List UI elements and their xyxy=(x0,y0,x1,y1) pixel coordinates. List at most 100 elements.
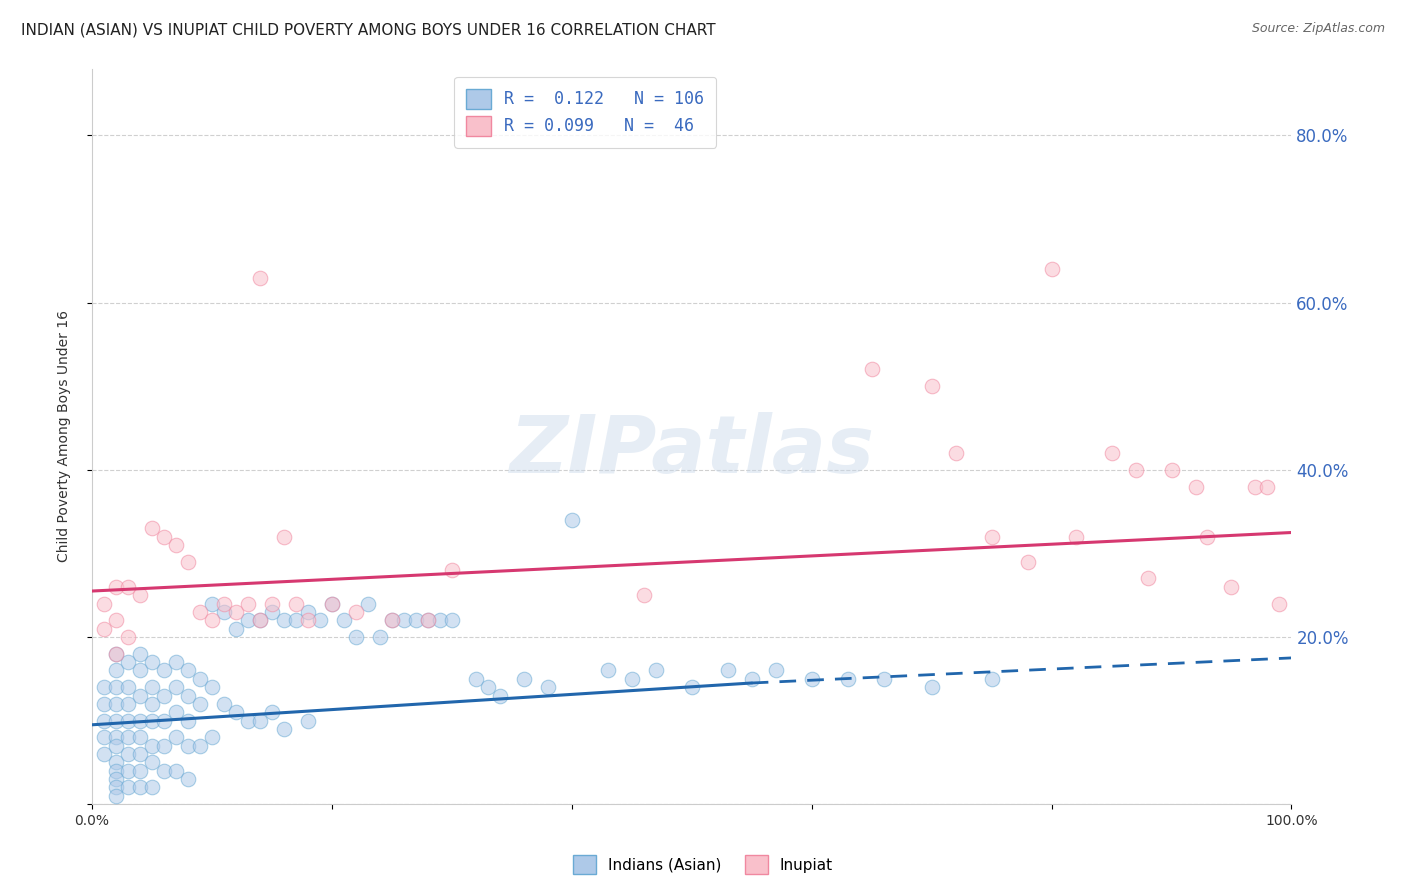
Point xyxy=(93,714,115,728)
Point xyxy=(1125,463,1147,477)
Point xyxy=(129,764,152,778)
Point xyxy=(201,680,224,694)
Point xyxy=(225,622,247,636)
Point xyxy=(309,613,332,627)
Point xyxy=(117,680,139,694)
Point xyxy=(1256,479,1278,493)
Point xyxy=(105,697,128,711)
Point xyxy=(212,597,235,611)
Point xyxy=(1244,479,1267,493)
Point xyxy=(201,613,224,627)
Point xyxy=(321,597,343,611)
Point xyxy=(837,672,859,686)
Point xyxy=(333,613,356,627)
Point xyxy=(284,597,307,611)
Legend: Indians (Asian), Inupiat: Indians (Asian), Inupiat xyxy=(567,849,839,880)
Point xyxy=(141,655,163,669)
Point xyxy=(117,580,139,594)
Point xyxy=(1184,479,1206,493)
Point xyxy=(225,605,247,619)
Point xyxy=(141,714,163,728)
Point xyxy=(117,630,139,644)
Point xyxy=(440,613,463,627)
Point xyxy=(741,672,763,686)
Point xyxy=(921,680,943,694)
Point xyxy=(153,664,176,678)
Point xyxy=(357,597,380,611)
Point xyxy=(201,597,224,611)
Point xyxy=(141,697,163,711)
Text: INDIAN (ASIAN) VS INUPIAT CHILD POVERTY AMONG BOYS UNDER 16 CORRELATION CHART: INDIAN (ASIAN) VS INUPIAT CHILD POVERTY … xyxy=(21,22,716,37)
Point xyxy=(105,772,128,786)
Point xyxy=(201,731,224,745)
Point xyxy=(249,714,271,728)
Point xyxy=(165,538,187,552)
Point xyxy=(1136,572,1159,586)
Point xyxy=(1064,530,1087,544)
Point xyxy=(188,739,211,753)
Point xyxy=(188,605,211,619)
Point xyxy=(249,613,271,627)
Point xyxy=(392,613,415,627)
Point xyxy=(620,672,643,686)
Point xyxy=(260,597,283,611)
Point xyxy=(488,689,510,703)
Point xyxy=(105,647,128,661)
Point xyxy=(1017,555,1039,569)
Point xyxy=(477,680,499,694)
Point xyxy=(381,613,404,627)
Point xyxy=(464,672,486,686)
Point xyxy=(644,664,666,678)
Point xyxy=(93,622,115,636)
Point xyxy=(273,613,295,627)
Point xyxy=(153,689,176,703)
Point xyxy=(165,731,187,745)
Point xyxy=(416,613,439,627)
Point xyxy=(117,764,139,778)
Point xyxy=(105,739,128,753)
Point xyxy=(129,664,152,678)
Point xyxy=(344,630,367,644)
Point xyxy=(141,756,163,770)
Point xyxy=(129,689,152,703)
Point xyxy=(344,605,367,619)
Point xyxy=(860,362,883,376)
Point xyxy=(225,705,247,719)
Point xyxy=(105,789,128,803)
Point xyxy=(177,664,200,678)
Point xyxy=(105,580,128,594)
Point xyxy=(105,714,128,728)
Point xyxy=(117,731,139,745)
Point xyxy=(165,705,187,719)
Point xyxy=(980,672,1002,686)
Point xyxy=(177,555,200,569)
Point xyxy=(177,739,200,753)
Point xyxy=(381,613,404,627)
Point xyxy=(416,613,439,627)
Point xyxy=(129,780,152,795)
Point xyxy=(212,697,235,711)
Legend: R =  0.122   N = 106, R = 0.099   N =  46: R = 0.122 N = 106, R = 0.099 N = 46 xyxy=(454,77,716,147)
Point xyxy=(105,764,128,778)
Point xyxy=(129,731,152,745)
Point xyxy=(105,613,128,627)
Point xyxy=(260,705,283,719)
Point xyxy=(153,714,176,728)
Point xyxy=(177,689,200,703)
Point xyxy=(429,613,451,627)
Point xyxy=(141,521,163,535)
Point xyxy=(717,664,740,678)
Point xyxy=(236,613,259,627)
Text: ZIPatlas: ZIPatlas xyxy=(509,412,875,490)
Point xyxy=(1197,530,1219,544)
Point xyxy=(273,722,295,736)
Point xyxy=(105,780,128,795)
Point xyxy=(93,597,115,611)
Point xyxy=(1268,597,1291,611)
Point xyxy=(165,680,187,694)
Point xyxy=(513,672,536,686)
Text: Source: ZipAtlas.com: Source: ZipAtlas.com xyxy=(1251,22,1385,36)
Point xyxy=(1040,262,1063,277)
Point xyxy=(141,680,163,694)
Point xyxy=(129,747,152,761)
